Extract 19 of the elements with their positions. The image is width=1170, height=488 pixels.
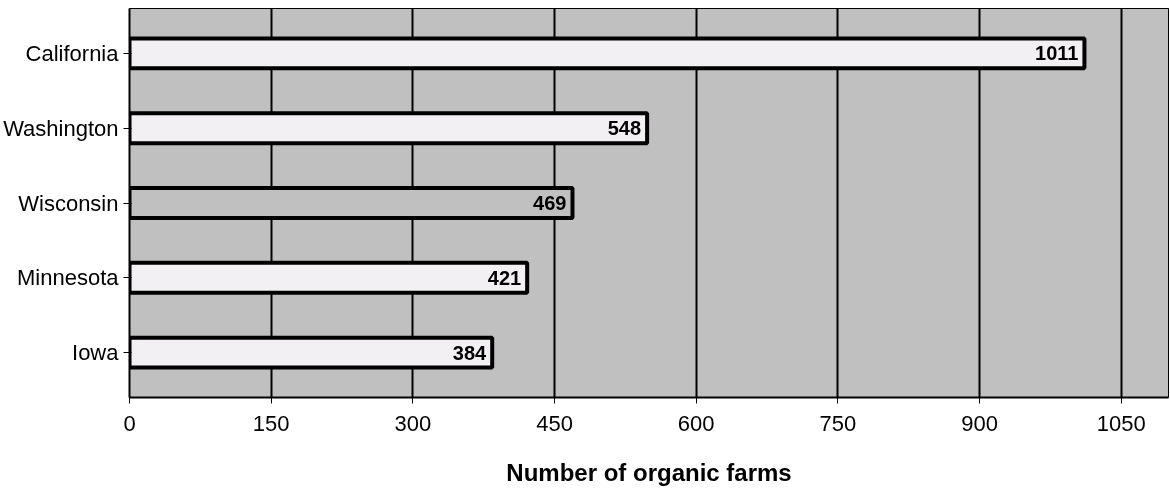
- x-tick-label: 1050: [1096, 410, 1146, 436]
- x-tick-label: 0: [123, 410, 136, 436]
- y-tick-label: Minnesota: [17, 265, 120, 291]
- x-tick-label: 750: [819, 410, 857, 436]
- x-tick-label: 450: [536, 410, 573, 436]
- y-tick-label: Wisconsin: [18, 190, 119, 216]
- data-label: 548: [607, 117, 642, 140]
- data-label: 384: [452, 341, 488, 364]
- x-axis-title: Number of organic farms: [506, 458, 792, 486]
- x-tick-label: 600: [677, 410, 715, 436]
- data-label: 421: [487, 266, 522, 289]
- data-label: 469: [533, 192, 567, 214]
- x-tick-label: 300: [394, 410, 432, 436]
- data-label: 1011: [1035, 42, 1079, 65]
- y-tick-label: Washington: [3, 115, 119, 141]
- x-tick-label: 150: [252, 410, 290, 436]
- x-tick-label: 900: [961, 410, 998, 436]
- y-tick-label: California: [25, 40, 120, 66]
- y-tick-label: Iowa: [72, 340, 120, 366]
